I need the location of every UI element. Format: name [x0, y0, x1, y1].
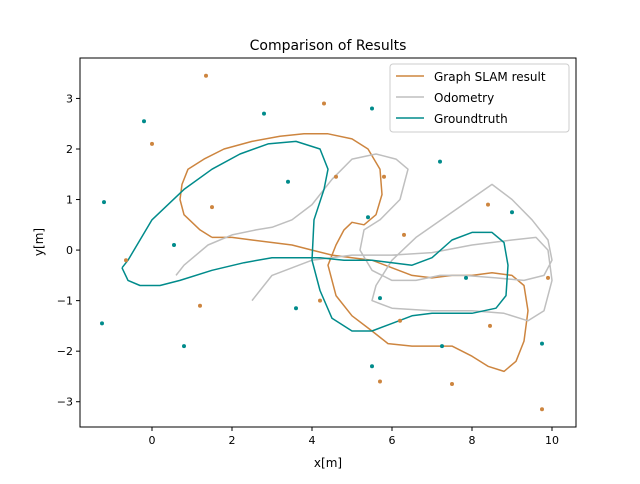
- landmark-point: [488, 323, 492, 328]
- landmark-point: [366, 215, 370, 220]
- landmark-point: [318, 298, 322, 303]
- landmark-point: [204, 73, 208, 78]
- landmark-point: [370, 364, 374, 369]
- series-line-odometry: [175, 153, 553, 322]
- landmark-point: [182, 344, 186, 349]
- x-axis-ticks: 0 2 4 6 8 10: [149, 427, 559, 447]
- landmark-point: [464, 275, 468, 280]
- landmark-point: [438, 159, 442, 164]
- landmark-point: [172, 243, 176, 247]
- landmark-point: [450, 382, 454, 386]
- landmark-point: [398, 318, 402, 323]
- landmark-point: [102, 200, 106, 205]
- landmark-point: [382, 174, 386, 179]
- y-tick-label: 1: [66, 194, 73, 207]
- x-tick-label: 2: [229, 434, 236, 447]
- y-tick-label: 0: [66, 244, 73, 257]
- plot-area: [121, 133, 553, 373]
- landmark-point: [322, 101, 326, 106]
- landmark-markers: [100, 73, 550, 412]
- legend-label-graph-slam: Graph SLAM result: [434, 70, 546, 84]
- x-tick-label: 0: [149, 434, 156, 447]
- landmark-point: [286, 179, 290, 184]
- series-line-groundtruth: [121, 140, 509, 332]
- y-tick-label: 3: [66, 92, 73, 105]
- axes-frame: [79, 57, 577, 428]
- y-tick-label: −2: [57, 345, 73, 358]
- y-tick-label: −3: [57, 396, 73, 409]
- landmark-point: [540, 341, 544, 346]
- legend-label-groundtruth: Groundtruth: [434, 112, 508, 126]
- series-line-graph-slam: [179, 133, 529, 373]
- x-tick-label: 6: [389, 434, 396, 447]
- landmark-point: [378, 379, 382, 384]
- landmark-point: [378, 296, 382, 301]
- x-tick-label: 10: [545, 434, 559, 447]
- landmark-point: [150, 141, 154, 146]
- landmark-point: [294, 306, 298, 311]
- landmark-point: [100, 321, 104, 326]
- landmark-point: [486, 202, 490, 207]
- landmark-point: [124, 258, 128, 263]
- y-axis-ticks: −3 −2 −1 0 1 2 3: [57, 92, 80, 409]
- landmark-point: [142, 119, 146, 124]
- landmark-point: [510, 210, 514, 215]
- y-tick-label: 2: [66, 143, 73, 156]
- x-tick-label: 8: [469, 434, 476, 447]
- x-tick-label: 4: [309, 434, 316, 447]
- landmark-point: [210, 205, 214, 210]
- landmark-point: [334, 174, 338, 179]
- legend: Graph SLAM result Odometry Groundtruth: [389, 63, 570, 133]
- landmark-point: [262, 111, 266, 116]
- landmark-point: [402, 232, 406, 237]
- y-axis-label: y[m]: [32, 228, 46, 256]
- landmark-point: [540, 407, 544, 412]
- landmark-point: [198, 303, 202, 308]
- chart-title: Comparison of Results: [250, 38, 407, 54]
- y-tick-label: −1: [57, 295, 73, 308]
- legend-label-odometry: Odometry: [434, 91, 494, 105]
- landmark-point: [440, 344, 444, 349]
- landmark-point: [546, 275, 550, 280]
- legend-box: [389, 63, 570, 133]
- landmark-point: [370, 106, 374, 111]
- x-axis-label: x[m]: [314, 456, 342, 470]
